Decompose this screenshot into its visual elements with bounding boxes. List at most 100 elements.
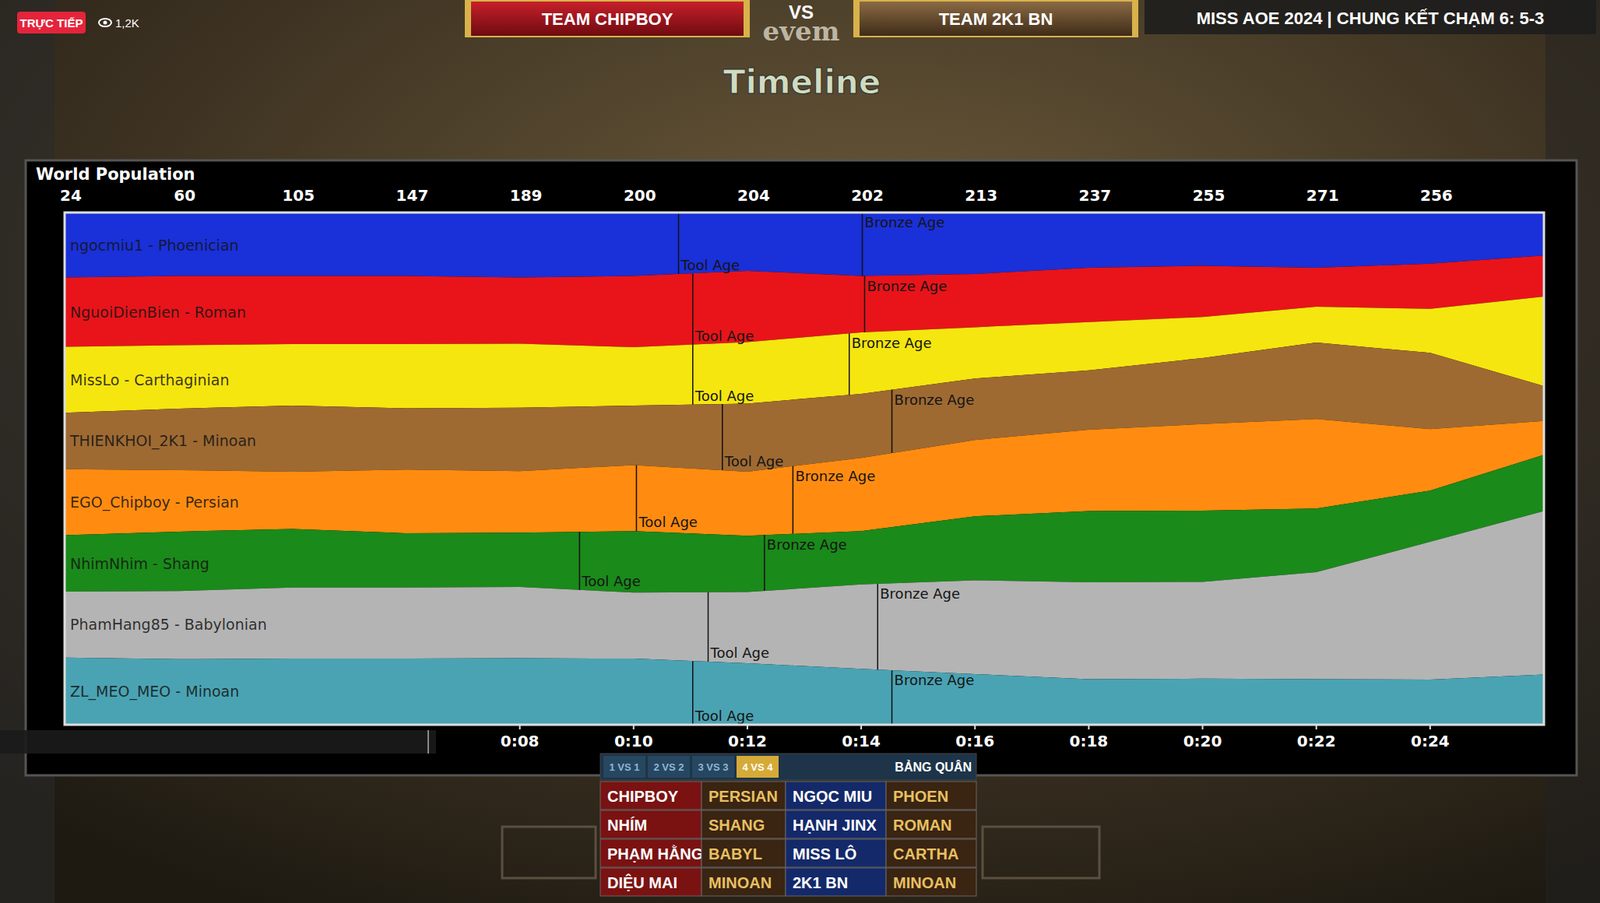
age-label: Tool Age	[580, 573, 641, 590]
age-label: Bronze Age	[794, 467, 876, 485]
roster-cell-text: HẠNH JINX	[792, 816, 877, 834]
chart-title: Timeline	[723, 63, 881, 102]
x-tick	[632, 724, 635, 730]
roster-tab[interactable]	[692, 756, 735, 778]
x-tick	[1429, 724, 1432, 730]
world-population-label: 202	[850, 186, 884, 205]
areas	[64, 212, 1544, 725]
roster-tab[interactable]	[603, 756, 646, 778]
age-label: Tool Age	[694, 387, 755, 405]
page: TRỰC TIẾP1,2KVSevemTEAM CHIPBOYTEAM 2K1 …	[0, 0, 1600, 903]
x-tick-label: 0:08	[500, 731, 540, 751]
roster-tab[interactable]	[647, 756, 690, 778]
world-population-label: 255	[1192, 186, 1226, 205]
age-label: Bronze Age	[865, 214, 946, 231]
age-line	[678, 212, 680, 275]
roster-cell	[600, 781, 702, 810]
age-label: Bronze Age	[879, 585, 960, 602]
roster-tab-text[interactable]: 4 VS 4	[741, 761, 774, 774]
background-text: evem	[763, 15, 841, 47]
player-label: THIENKHOI_2K1 - Minoan	[69, 432, 257, 451]
roster-cell-text: BABYL	[708, 845, 763, 863]
roster-cell	[600, 868, 702, 897]
world-population-label: 189	[509, 186, 543, 205]
world-population-label: 204	[737, 186, 771, 205]
age-line	[636, 465, 638, 532]
player-label: NguoiDienBien - Roman	[70, 303, 247, 321]
age-label: Bronze Age	[866, 277, 947, 295]
roster-cell	[886, 810, 977, 839]
roster-tab-text[interactable]: 2 VS 2	[653, 761, 684, 774]
eye-icon	[98, 18, 112, 27]
roster-tab-text[interactable]: 3 VS 3	[697, 761, 728, 774]
roster-cell	[701, 839, 786, 868]
x-tick-label: 0:20	[1183, 731, 1223, 751]
roster-cell	[600, 810, 702, 839]
team-right-banner	[859, 1, 1133, 36]
age-line	[792, 466, 795, 535]
roster-cell-text: CHIPBOY	[607, 787, 679, 806]
match-title-box	[1144, 0, 1597, 35]
roster-cell-text: PERSIAN	[708, 787, 778, 806]
roster-cell-text: CARTHA	[893, 845, 959, 863]
world-population-label: 105	[281, 186, 315, 205]
x-tick-label: 0:22	[1297, 731, 1337, 751]
age-line	[848, 333, 851, 395]
banner-frame	[853, 0, 1139, 38]
age-label: Tool Age	[724, 453, 785, 470]
roster-cell	[886, 839, 977, 868]
x-tick	[1087, 724, 1090, 730]
roster-cell-text: MINOAN	[708, 874, 772, 892]
age-label: Bronze Age	[894, 671, 975, 689]
live-badge	[17, 11, 86, 34]
age-line	[721, 404, 724, 471]
x-tick	[860, 724, 862, 730]
world-population-label: 271	[1306, 186, 1340, 205]
roster-cell-text: NHÍM	[607, 816, 648, 834]
x-tick-label: 0:12	[727, 731, 767, 751]
age-line	[877, 583, 880, 670]
x-tick-label: 0:24	[1410, 731, 1450, 751]
world-population-label: 200	[623, 186, 657, 205]
world-population-label: 24	[59, 186, 82, 205]
team-right-name: TEAM 2K1 BN	[938, 9, 1054, 29]
roster-tab[interactable]	[736, 756, 779, 778]
roster-cell	[701, 810, 786, 839]
x-tick-label: 0:18	[1069, 731, 1109, 751]
x-tick	[746, 724, 749, 730]
age-line	[692, 344, 694, 405]
player-label: PhamHang85 - Babylonian	[70, 615, 268, 633]
roster-cell-text: SHANG	[708, 816, 765, 834]
roster-cell	[785, 781, 887, 810]
plot-frame	[64, 212, 1544, 725]
player-label: NhimNhim - Shang	[70, 555, 210, 573]
player-label: EGO_Chipboy - Persian	[70, 493, 240, 512]
age-line	[763, 534, 766, 591]
age-label: Bronze Age	[766, 536, 848, 553]
x-tick	[1315, 724, 1318, 730]
stream-scrubber	[0, 730, 437, 754]
world-population-label: 147	[396, 186, 430, 205]
roster-cell-text: NGỌC MIU	[792, 787, 873, 806]
roster-cell-text: PHẠM HẰNG	[607, 844, 704, 863]
eye-pupil	[103, 21, 108, 25]
x-tick-label: 0:16	[955, 731, 995, 751]
scrubber-marker	[427, 730, 430, 754]
roster-cell	[785, 810, 887, 839]
roster-tab-text[interactable]: 1 VS 1	[608, 761, 640, 774]
player-label: MissLo - Carthaginian	[70, 371, 229, 389]
age-line	[864, 276, 866, 333]
roster-cell	[785, 839, 887, 868]
x-tick	[519, 724, 521, 730]
player-label: ZL_MEO_MEO - Minoan	[70, 682, 240, 701]
roster-cell-text: PHOEN	[893, 787, 949, 806]
age-line	[579, 531, 581, 591]
roster-cell	[701, 781, 786, 810]
age-label: Tool Age	[694, 707, 755, 725]
x-tick	[974, 724, 976, 730]
x-tick	[1202, 724, 1204, 730]
team-left-name: TEAM CHIPBOY	[541, 9, 674, 29]
labels: Tool Age Bronze Age Tool Age Bronze Age Tool…	[69, 214, 975, 725]
team-left-banner	[471, 1, 744, 36]
decor-box	[502, 826, 596, 879]
